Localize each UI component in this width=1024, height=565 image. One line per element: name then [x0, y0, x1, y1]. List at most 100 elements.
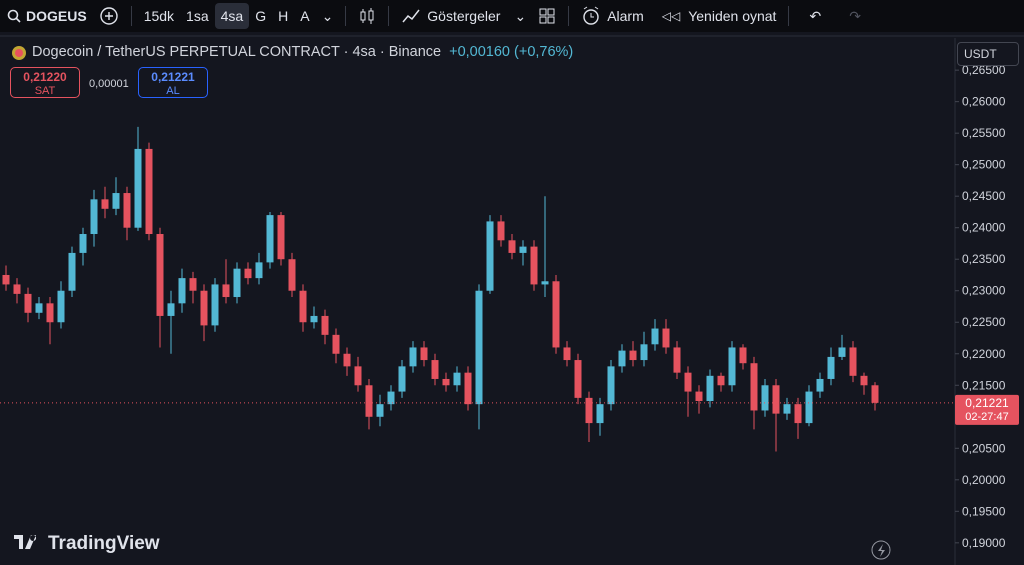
candle-body: [90, 199, 98, 235]
currency-button[interactable]: USDT: [957, 42, 1019, 66]
redo[interactable]: ↷: [849, 7, 861, 24]
candle-body: [431, 360, 439, 379]
candle-body: [486, 221, 494, 291]
candle-body: [343, 353, 351, 367]
separator: [345, 6, 347, 26]
intervals: 15dk 1sa 4sa G H A: [138, 3, 316, 29]
candle-body: [750, 363, 758, 411]
candle-body: [255, 262, 263, 279]
interval-button[interactable]: 4sa: [214, 3, 250, 29]
candle-body: [244, 268, 252, 279]
candle-body: [299, 290, 307, 323]
y-tick-label: 0,24500: [962, 189, 1006, 203]
separator: [130, 6, 132, 26]
y-tick-label: 0,22000: [962, 347, 1006, 361]
interval-button[interactable]: A: [300, 8, 310, 24]
y-tick-label: 0,23000: [962, 284, 1006, 298]
y-tick-label: 0,23500: [962, 252, 1006, 266]
candle-body: [134, 148, 142, 228]
chart-background: [0, 32, 1024, 565]
candle-body: [574, 360, 582, 398]
candle-body: [728, 347, 736, 386]
y-tick-label: 0,22500: [962, 315, 1006, 329]
candle-body: [585, 397, 593, 424]
spread: 0,00001: [89, 78, 129, 90]
alarm-label: Alarm: [607, 8, 644, 24]
candle-body: [13, 284, 21, 294]
y-tick-label: 0,20000: [962, 473, 1006, 487]
candle-body: [211, 284, 219, 326]
sell-price: 0,21220: [23, 70, 67, 84]
candle-body: [35, 303, 43, 313]
buy-label: AL: [166, 85, 180, 97]
candle-body: [541, 281, 549, 285]
candle-body: [717, 375, 725, 386]
toolbar: DOGEUS 15dk 1sa 4sa G H A ⌄ Göstergeler ⌄ Alar…: [0, 0, 1024, 32]
undo[interactable]: ↶: [809, 7, 822, 24]
candle-body: [662, 328, 670, 348]
candle-body: [772, 385, 780, 414]
separator: [568, 6, 570, 26]
y-tick-label: 0,19500: [962, 504, 1006, 518]
tv-icon: [14, 535, 37, 549]
candle-body: [596, 404, 604, 424]
separator: [388, 6, 390, 26]
add-symbol[interactable]: [93, 3, 125, 29]
alarm-button[interactable]: Alarm: [575, 3, 650, 29]
lightning-icon: [878, 544, 885, 557]
buy-button[interactable]: 0,21221 AL: [138, 67, 208, 98]
symbol-search[interactable]: DOGEUS: [0, 3, 93, 29]
candle-body: [695, 391, 703, 402]
candle-body: [607, 366, 615, 405]
candle-body: [739, 347, 747, 364]
candle-body: [838, 347, 846, 357]
interval-button[interactable]: H: [278, 8, 289, 24]
symbol-title: Dogecoin / TetherUS PERPETUAL CONTRACT ·…: [32, 44, 442, 60]
layouts-button[interactable]: [532, 3, 562, 29]
candle-body: [805, 391, 813, 424]
candle-body: [794, 404, 802, 424]
search-icon: [7, 9, 21, 23]
candle-body: [398, 366, 406, 392]
candle-body: [332, 334, 340, 354]
interval-button[interactable]: G: [255, 8, 267, 24]
brand-logo: TradingView: [14, 533, 160, 554]
candle-body: [222, 284, 230, 298]
interval-button[interactable]: 15dk: [143, 8, 175, 24]
replay-label: Yeniden oynat: [688, 8, 777, 24]
candle-body: [57, 290, 65, 323]
candle-body: [629, 350, 637, 361]
y-tick-label: 0,24000: [962, 221, 1006, 235]
candle-body: [783, 404, 791, 414]
chart-type[interactable]: [352, 3, 382, 29]
candle-body: [409, 347, 417, 367]
y-tick-label: 0,20500: [962, 441, 1006, 455]
candle-body: [651, 328, 659, 345]
interval-button[interactable]: 1sa: [186, 8, 209, 24]
candle-body: [849, 347, 857, 376]
separator: [788, 6, 790, 26]
sell-button[interactable]: 0,21220 SAT: [10, 67, 80, 98]
y-tick-label: 0,26500: [962, 63, 1006, 77]
candle-body: [79, 234, 87, 253]
indicators-button[interactable]: Göstergeler ⌄: [395, 3, 532, 29]
candle-body: [618, 350, 626, 367]
candle-body: [2, 274, 10, 285]
candle-body: [475, 290, 483, 405]
candle-body: [156, 234, 164, 316]
indicators-label: Göstergeler: [427, 8, 501, 24]
y-tick-label: 0,26000: [962, 95, 1006, 109]
interval-menu[interactable]: ⌄: [321, 7, 334, 24]
candle-body: [354, 366, 362, 386]
lightning-button[interactable]: [871, 540, 891, 560]
candle-body: [442, 378, 450, 386]
candle-body: [761, 385, 769, 411]
candle-body: [508, 240, 516, 253]
plus-icon: [99, 7, 118, 25]
candle-body: [464, 372, 472, 405]
candle-body: [101, 199, 109, 209]
replay-button[interactable]: ◁◁ Yeniden oynat: [661, 8, 777, 24]
candle-body: [112, 193, 120, 209]
